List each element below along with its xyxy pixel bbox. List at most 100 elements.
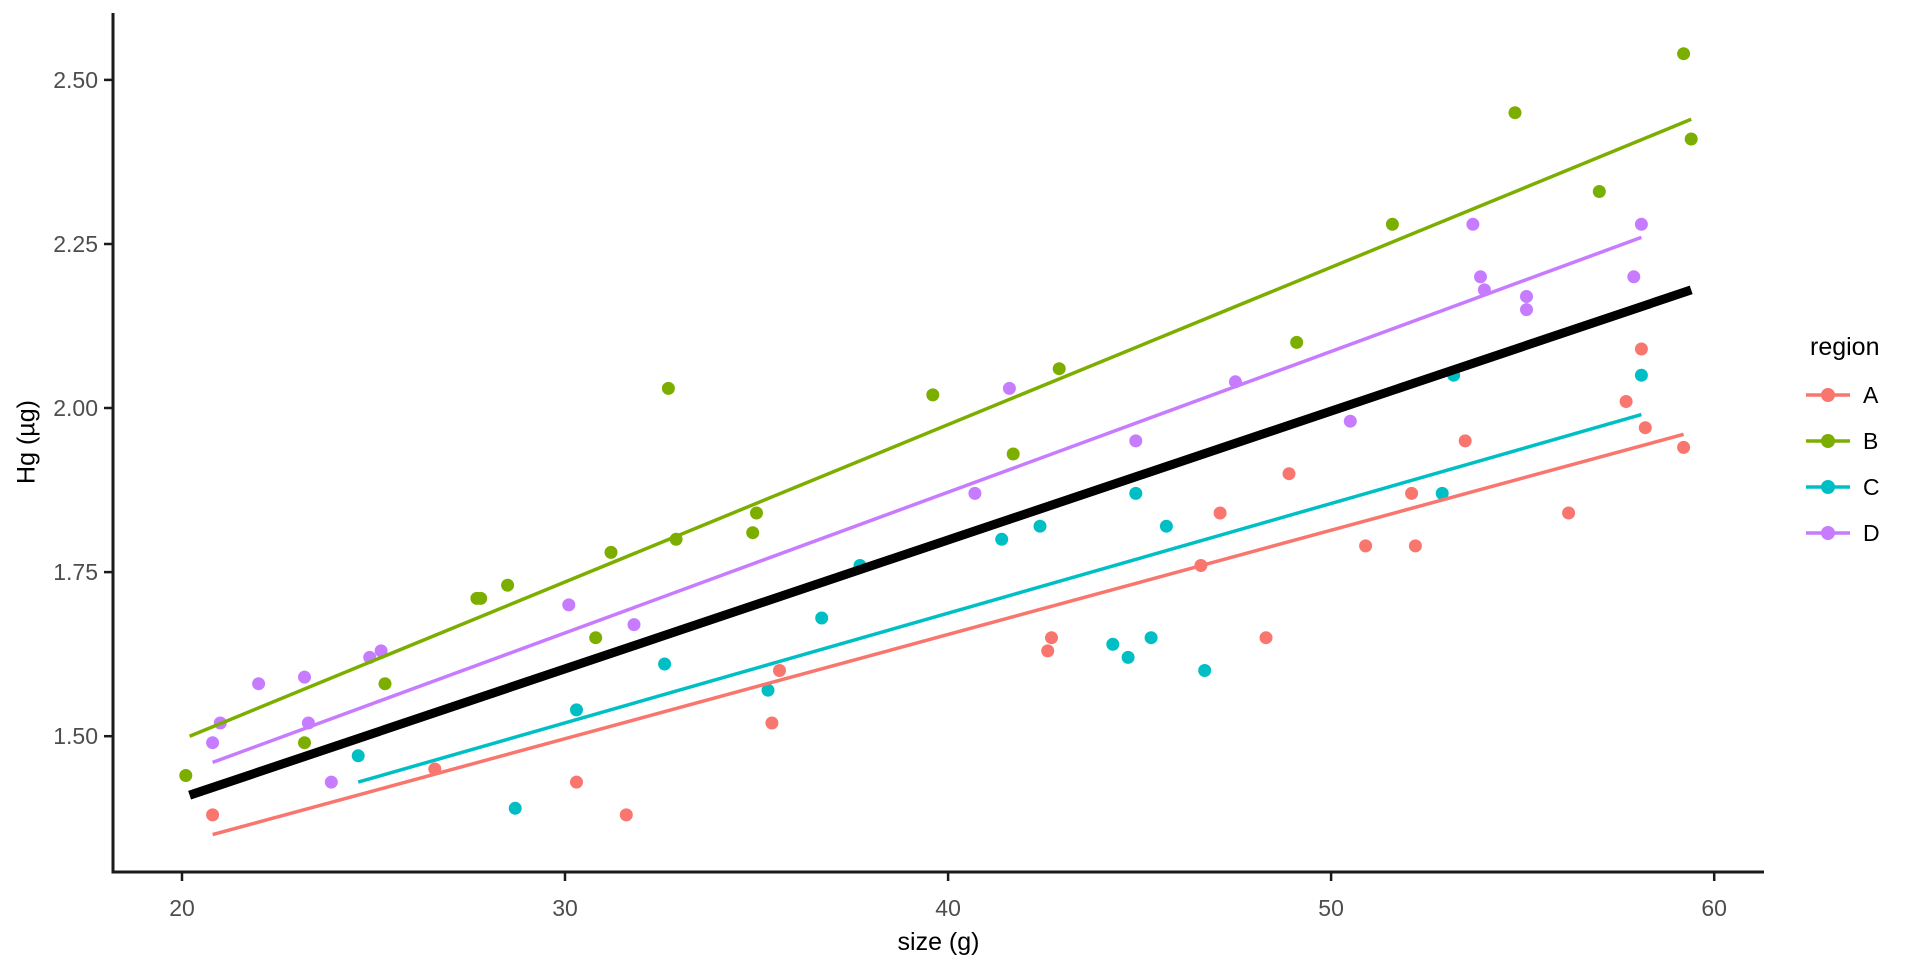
legend-key-dot <box>1821 388 1835 402</box>
data-point-A <box>1634 342 1648 356</box>
data-point-D <box>1129 434 1143 448</box>
legend-key-c-icon <box>1806 478 1850 496</box>
data-point-C <box>1129 486 1143 500</box>
data-point-B <box>750 506 763 520</box>
data-point-B <box>604 545 618 559</box>
data-point-C <box>1198 664 1212 677</box>
legend-entry-a: A <box>1806 372 1880 418</box>
data-point-A <box>1359 539 1373 553</box>
x-axis-title: size (g) <box>897 928 980 956</box>
data-point-C <box>1033 519 1047 533</box>
legend-label-c: C <box>1863 473 1880 500</box>
data-point-A <box>765 716 779 730</box>
data-point-D <box>1343 414 1357 428</box>
y-tick-label: 2.50 <box>53 67 98 93</box>
data-point-D <box>1466 217 1480 231</box>
data-point-B <box>474 591 488 605</box>
data-point-C <box>815 611 829 625</box>
data-point-C <box>1634 368 1648 382</box>
data-point-B <box>589 631 603 645</box>
data-point-D <box>968 486 982 500</box>
y-tick-label: 1.75 <box>53 559 98 585</box>
data-point-D <box>374 644 388 658</box>
data-point-D <box>324 775 338 789</box>
y-tick-label: 2.00 <box>53 395 98 421</box>
x-tick-label: 20 <box>169 895 195 921</box>
data-point-A <box>1282 467 1296 481</box>
data-point-A <box>1045 631 1058 645</box>
data-point-D <box>252 677 266 691</box>
legend-entry-d: D <box>1806 510 1880 556</box>
legend-label-b: B <box>1863 427 1879 454</box>
legend-key-b-icon <box>1806 432 1850 450</box>
data-point-A <box>773 664 786 677</box>
data-point-A <box>1562 506 1576 520</box>
legend-label-d: D <box>1863 519 1880 546</box>
data-point-D <box>1474 270 1487 284</box>
data-point-A <box>206 808 220 822</box>
legend-entry-b: B <box>1806 418 1880 464</box>
legend-key-a-icon <box>1806 386 1850 404</box>
data-point-C <box>351 749 365 763</box>
legend-title: region <box>1810 333 1880 361</box>
data-point-A <box>1638 421 1652 435</box>
data-point-B <box>661 381 675 395</box>
x-tick-label: 60 <box>1701 895 1727 921</box>
legend: region A B C D <box>1806 333 1880 556</box>
data-point-C <box>1144 631 1158 645</box>
legend-key-dot <box>1821 434 1835 448</box>
data-point-B <box>1290 335 1304 349</box>
data-point-A <box>570 775 583 789</box>
data-point-A <box>1677 440 1691 454</box>
data-point-D <box>562 598 576 612</box>
x-tick-label: 50 <box>1318 895 1344 921</box>
x-tick-label: 30 <box>552 895 578 921</box>
data-point-B <box>1006 447 1020 461</box>
data-point-C <box>995 532 1009 546</box>
data-point-A <box>1619 395 1633 408</box>
legend-key-dot <box>1821 526 1835 540</box>
data-point-B <box>501 578 515 592</box>
data-point-C <box>570 703 583 717</box>
data-point-D <box>206 736 220 750</box>
data-point-B <box>298 736 311 750</box>
x-tick-label: 40 <box>935 895 961 921</box>
data-point-B <box>1385 217 1399 231</box>
data-point-B <box>378 677 392 691</box>
legend-entry-c: C <box>1806 464 1880 510</box>
y-axis-title: Hg (µg) <box>12 400 41 484</box>
data-point-D <box>627 618 641 632</box>
data-point-A <box>619 808 633 822</box>
data-point-A <box>1213 506 1227 520</box>
trend-line-A <box>212 432 1685 837</box>
data-point-C <box>508 801 522 815</box>
trend-line-B <box>188 117 1692 738</box>
data-point-B <box>1677 47 1691 61</box>
data-point-B <box>926 388 940 402</box>
data-point-A <box>1458 434 1472 448</box>
y-tick-label: 1.50 <box>53 723 98 749</box>
overall-trend-line <box>188 285 1693 800</box>
data-point-C <box>658 657 672 671</box>
data-point-B <box>179 769 193 782</box>
data-point-C <box>1121 650 1135 664</box>
data-point-C <box>1106 637 1120 651</box>
data-point-A <box>1259 631 1273 645</box>
data-point-D <box>1627 270 1641 284</box>
data-point-A <box>1408 539 1422 553</box>
legend-label-a: A <box>1863 381 1879 408</box>
data-point-C <box>1159 519 1173 533</box>
trend-line-C <box>357 412 1642 784</box>
data-point-B <box>746 526 760 540</box>
trend-line-D <box>211 235 1643 765</box>
data-point-D <box>1520 303 1533 317</box>
data-point-C <box>1435 486 1449 500</box>
data-point-B <box>1052 362 1066 376</box>
data-point-B <box>1592 185 1606 198</box>
y-tick-label: 2.25 <box>53 231 98 257</box>
data-point-B <box>1508 106 1522 120</box>
data-point-B <box>1684 132 1698 146</box>
legend-key-d-icon <box>1806 524 1850 542</box>
